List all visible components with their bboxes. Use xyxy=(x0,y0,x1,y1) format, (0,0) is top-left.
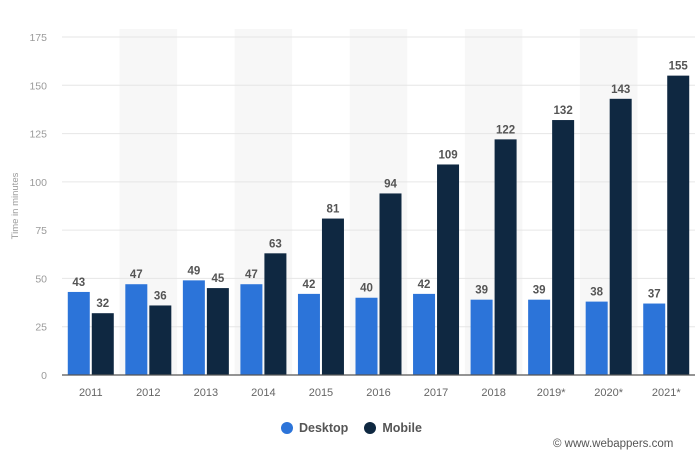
bar-desktop[interactable] xyxy=(240,284,263,375)
data-label: 39 xyxy=(533,285,546,297)
bar-mobile[interactable] xyxy=(609,98,632,375)
bar-mobile[interactable] xyxy=(91,313,114,375)
y-tick-label: 150 xyxy=(29,80,47,92)
x-tick-label: 2011 xyxy=(79,387,103,399)
legend-desktop-label[interactable]: Desktop xyxy=(299,421,349,435)
data-label: 37 xyxy=(648,289,661,301)
y-tick-label: 100 xyxy=(29,177,47,189)
data-label: 42 xyxy=(303,279,316,291)
bar-mobile[interactable] xyxy=(667,75,690,375)
bar-desktop[interactable] xyxy=(125,284,148,375)
x-tick-label: 2015 xyxy=(309,387,333,399)
data-label: 36 xyxy=(154,290,167,302)
y-tick-label: 175 xyxy=(29,32,47,44)
data-label: 40 xyxy=(360,283,373,295)
legend: Desktop Mobile xyxy=(281,421,422,435)
x-tick-label: 2013 xyxy=(194,387,218,399)
data-label: 63 xyxy=(269,238,282,250)
data-label: 38 xyxy=(590,287,603,299)
legend-desktop-swatch xyxy=(281,422,293,434)
x-tick-label: 2014 xyxy=(251,387,275,399)
x-tick-label: 2018 xyxy=(481,387,505,399)
y-tick-label: 75 xyxy=(35,225,47,237)
y-axis-label: Time in minutes xyxy=(10,172,21,239)
credit-text: © www.webappers.com xyxy=(553,438,674,450)
bar-mobile[interactable] xyxy=(321,218,344,375)
data-label: 47 xyxy=(245,269,258,281)
bar-desktop[interactable] xyxy=(67,291,90,375)
bar-mobile[interactable] xyxy=(264,253,287,375)
x-tick-label: 2021* xyxy=(652,387,681,399)
bar-mobile[interactable] xyxy=(379,193,402,375)
data-label: 43 xyxy=(72,277,85,289)
y-tick-label: 25 xyxy=(35,322,47,334)
bar-mobile[interactable] xyxy=(437,164,460,375)
data-label: 81 xyxy=(327,204,340,216)
bar-mobile[interactable] xyxy=(206,288,229,375)
x-tick-label: 2020* xyxy=(594,387,623,399)
x-tick-label: 2017 xyxy=(424,387,448,399)
x-tick-label: 2019* xyxy=(537,387,566,399)
data-label: 109 xyxy=(438,149,457,161)
bar-desktop[interactable] xyxy=(297,293,320,375)
bar-desktop[interactable] xyxy=(355,297,378,375)
data-label: 32 xyxy=(96,298,109,310)
bar-desktop[interactable] xyxy=(413,293,436,375)
y-tick-label: 50 xyxy=(35,273,47,285)
bar-mobile[interactable] xyxy=(494,139,517,375)
bar-mobile[interactable] xyxy=(552,120,575,376)
x-tick-label: 2016 xyxy=(366,387,390,399)
data-label: 122 xyxy=(496,124,515,136)
data-label: 42 xyxy=(418,279,431,291)
bar-desktop[interactable] xyxy=(643,303,666,375)
data-label: 143 xyxy=(611,84,630,96)
bar-desktop[interactable] xyxy=(585,301,608,375)
legend-mobile-label[interactable]: Mobile xyxy=(382,421,422,435)
bar-desktop[interactable] xyxy=(528,299,551,375)
x-tick-label: 2012 xyxy=(136,387,160,399)
bar-mobile[interactable] xyxy=(149,305,172,375)
bar-desktop[interactable] xyxy=(470,299,493,375)
legend-mobile-swatch xyxy=(364,422,377,434)
y-tick-label: 125 xyxy=(29,129,47,141)
y-tick-label: 0 xyxy=(41,370,47,382)
data-label: 94 xyxy=(384,178,397,190)
data-label: 49 xyxy=(187,265,200,277)
data-label: 47 xyxy=(130,269,143,281)
data-label: 155 xyxy=(669,61,689,73)
bar-chart: 0 25 50 75 100 125 150 175 Time in minutes 43 32 20… xyxy=(10,32,695,399)
data-label: 39 xyxy=(475,285,488,297)
bar-desktop[interactable] xyxy=(182,280,205,375)
data-label: 132 xyxy=(554,105,573,117)
data-label: 45 xyxy=(211,273,224,285)
